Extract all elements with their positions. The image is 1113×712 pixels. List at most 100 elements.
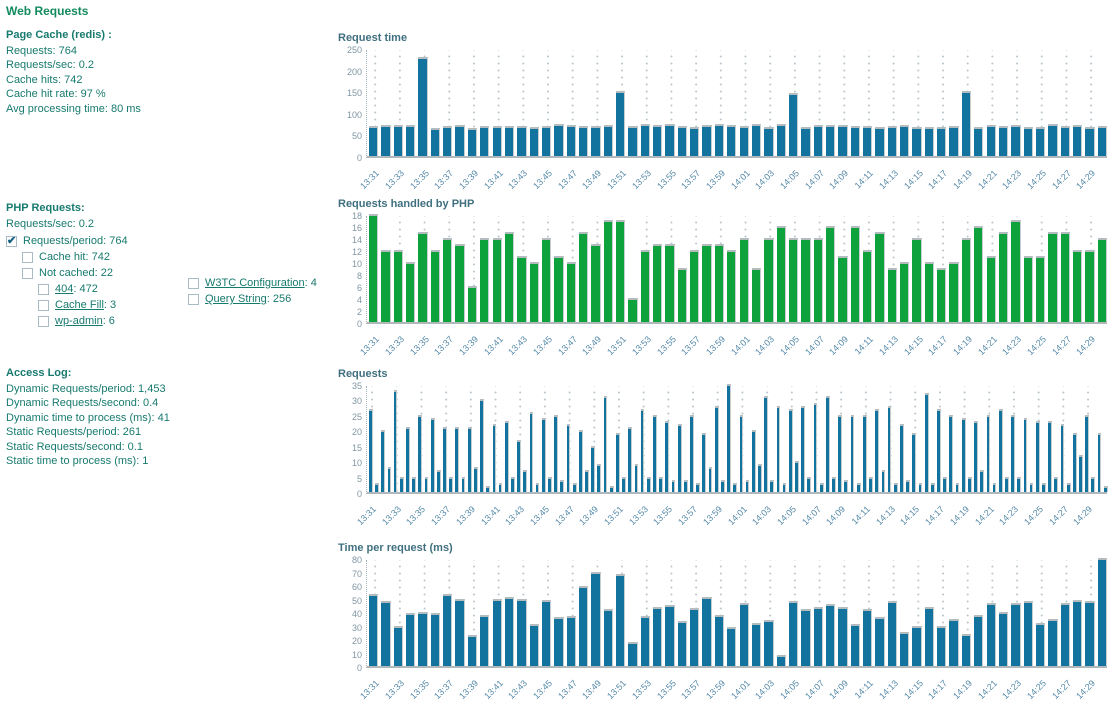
bar bbox=[504, 421, 509, 492]
access-log-section: Access Log: Dynamic Requests/period: 1,4… bbox=[6, 367, 336, 468]
link-404[interactable]: 404 bbox=[55, 283, 74, 296]
bar bbox=[492, 125, 502, 156]
stat-requests: Requests: 764 bbox=[6, 45, 77, 57]
checkbox-row-not-cached[interactable]: Not cached: 22 bbox=[6, 267, 336, 279]
bar bbox=[1035, 256, 1046, 322]
bar bbox=[511, 476, 515, 492]
link-cache-fill[interactable]: Cache Fill bbox=[55, 299, 104, 312]
checkbox-row-wp-admin[interactable]: wp-admin: 6 bbox=[6, 315, 336, 327]
bar bbox=[461, 476, 466, 492]
checkbox-checked[interactable]: ✔ bbox=[6, 235, 17, 247]
bar bbox=[900, 262, 910, 322]
chart-title: Requests handled by PHP bbox=[338, 198, 475, 210]
bar bbox=[949, 618, 959, 666]
bar bbox=[727, 626, 737, 666]
bar bbox=[541, 125, 552, 156]
checkbox-row-404[interactable]: 404: 472 bbox=[6, 283, 336, 295]
bar bbox=[727, 250, 737, 322]
bar bbox=[1085, 601, 1095, 666]
bar bbox=[906, 479, 910, 492]
chart-title: Requests bbox=[338, 368, 388, 380]
bar bbox=[455, 124, 465, 156]
y-axis-tick-label: 35 bbox=[351, 381, 362, 391]
checkbox[interactable] bbox=[38, 299, 49, 311]
bar bbox=[961, 417, 966, 492]
access-log-heading: Access Log: bbox=[6, 367, 72, 379]
checkbox-row-query-string[interactable]: Query String: 256 bbox=[188, 293, 338, 305]
bar bbox=[1029, 482, 1034, 492]
bar bbox=[430, 127, 441, 156]
bar bbox=[807, 476, 812, 492]
bar bbox=[819, 482, 824, 492]
bar bbox=[665, 605, 675, 666]
bar bbox=[492, 598, 502, 666]
checkbox[interactable] bbox=[22, 267, 33, 279]
bar bbox=[578, 232, 589, 322]
stat-dynamic-requests-period: Dynamic Requests/period: 1,453 bbox=[6, 383, 166, 395]
checkbox[interactable] bbox=[188, 277, 199, 289]
bar bbox=[788, 238, 799, 322]
bar bbox=[387, 467, 392, 492]
checkbox-row-cache-hit[interactable]: Cache hit: 742 bbox=[6, 251, 336, 263]
bar bbox=[714, 405, 719, 492]
y-axis-tick-label: 16 bbox=[351, 223, 362, 233]
checkbox[interactable] bbox=[38, 315, 49, 327]
y-axis-tick-label: 0 bbox=[356, 489, 362, 499]
bar bbox=[924, 262, 935, 322]
bar bbox=[541, 238, 552, 322]
checkbox[interactable] bbox=[38, 283, 49, 295]
bar bbox=[1023, 601, 1033, 666]
bar bbox=[443, 238, 453, 322]
bar bbox=[949, 414, 954, 492]
bar bbox=[702, 244, 712, 322]
bar bbox=[480, 125, 490, 156]
checkbox-label: Requests/period: 764 bbox=[23, 235, 128, 248]
link-query-string[interactable]: Query String bbox=[205, 293, 267, 305]
bar bbox=[677, 125, 688, 156]
chart-plot-area bbox=[366, 558, 1107, 668]
bar bbox=[603, 124, 613, 156]
bar bbox=[1072, 599, 1083, 666]
link-w3tc-configuration[interactable]: W3TC Configuration bbox=[205, 277, 305, 289]
bar bbox=[961, 633, 972, 666]
bar bbox=[517, 439, 521, 492]
bar bbox=[961, 238, 972, 322]
bar bbox=[369, 214, 379, 322]
bar bbox=[813, 124, 823, 156]
checkbox[interactable] bbox=[22, 251, 33, 263]
bar bbox=[751, 622, 762, 666]
bar bbox=[838, 606, 848, 666]
bar bbox=[653, 606, 663, 666]
bar bbox=[986, 256, 996, 322]
checkbox-row-requests-period[interactable]: ✔ Requests/period: 764 bbox=[6, 235, 336, 247]
bar bbox=[739, 414, 744, 492]
php-requests-section: PHP Requests: Requests/sec: 0.2 ✔ Reques… bbox=[6, 202, 336, 327]
page-title: Web Requests bbox=[6, 4, 89, 18]
bar bbox=[566, 124, 576, 156]
y-axis-tick-label: 4 bbox=[356, 295, 362, 305]
bar bbox=[838, 124, 848, 156]
checkbox[interactable] bbox=[188, 293, 199, 305]
page-cache-heading: Page Cache (redis) : bbox=[6, 29, 112, 41]
bar bbox=[603, 609, 613, 666]
bar bbox=[529, 411, 534, 492]
checkbox-value: : 256 bbox=[266, 293, 292, 305]
bar bbox=[776, 123, 786, 156]
checkbox-row-w3tc-configuration[interactable]: W3TC Configuration: 4 bbox=[188, 277, 338, 289]
bar bbox=[585, 470, 589, 492]
y-axis-tick-label: 10 bbox=[351, 649, 362, 660]
bar bbox=[998, 612, 1009, 666]
checkbox-row-cache-fill[interactable]: Cache Fill: 3 bbox=[6, 299, 336, 311]
link-wp-admin[interactable]: wp-admin bbox=[55, 315, 103, 328]
bar bbox=[418, 612, 428, 666]
bar bbox=[825, 603, 836, 666]
checkbox-label: Query String: 256 bbox=[205, 293, 291, 305]
bar bbox=[1054, 476, 1059, 492]
bar bbox=[850, 125, 860, 156]
stat-dynamic-time-to-process: Dynamic time to process (ms): 41 bbox=[6, 411, 170, 424]
y-axis-tick-label: 100 bbox=[346, 109, 362, 120]
bar bbox=[930, 482, 935, 492]
bar bbox=[974, 421, 978, 492]
bar bbox=[467, 634, 478, 666]
bar bbox=[690, 250, 700, 322]
